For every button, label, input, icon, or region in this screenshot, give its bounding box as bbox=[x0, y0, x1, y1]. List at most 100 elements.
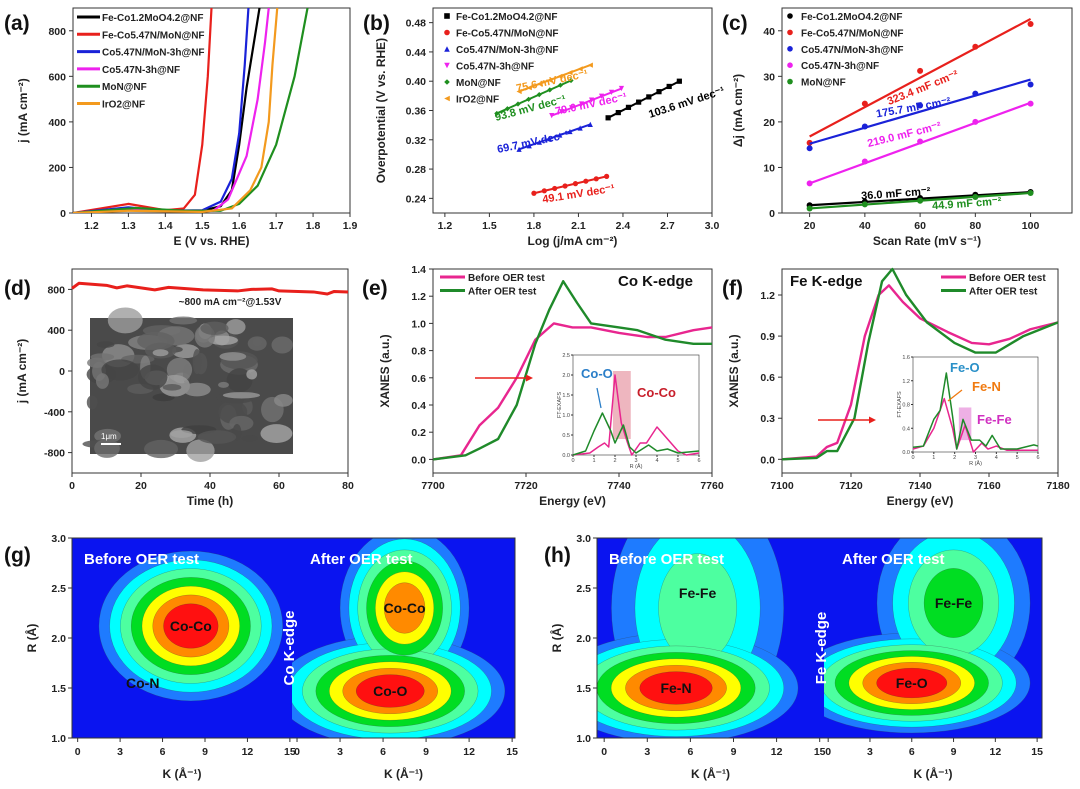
xanes-line bbox=[432, 280, 712, 461]
data-point bbox=[618, 85, 625, 92]
sem-texture bbox=[247, 336, 267, 351]
stability-line bbox=[71, 281, 349, 296]
inset-bg bbox=[913, 357, 1038, 452]
data-point bbox=[577, 125, 583, 131]
y-tick-label: 30 bbox=[763, 71, 775, 83]
x-tick-label: 9 bbox=[951, 746, 957, 758]
data-point bbox=[972, 194, 979, 201]
contour-level bbox=[876, 667, 948, 699]
data-point bbox=[861, 123, 868, 130]
wavelet-subplot-after: After OER test Fe-Fe Fe-O 0 3 6 9 12 15 K (Å⁻¹) bbox=[824, 538, 1043, 781]
bond-label-fe-o: Fe-O bbox=[950, 360, 980, 375]
x-axis-title: R (Å) bbox=[969, 460, 982, 467]
data-point bbox=[806, 145, 813, 152]
sem-texture bbox=[94, 428, 122, 444]
y-tick-label: 800 bbox=[48, 26, 66, 38]
x-tick-label: 1.7 bbox=[269, 220, 284, 232]
data-point bbox=[587, 62, 593, 68]
y-tick-label: 2.0 bbox=[576, 633, 591, 645]
y-tick-label: 1.5 bbox=[51, 683, 66, 695]
panel-label: (e) bbox=[362, 277, 388, 300]
edge-title: Fe K-edge bbox=[790, 273, 863, 290]
y-tick-label: 2.0 bbox=[562, 373, 570, 379]
exafs-line bbox=[572, 412, 700, 456]
y-tick-label: 0.0 bbox=[760, 454, 775, 466]
y-tick-label: 0.36 bbox=[406, 106, 427, 118]
sem-texture bbox=[222, 392, 261, 399]
x-tick-label: 3 bbox=[867, 746, 873, 758]
data-point bbox=[536, 92, 542, 98]
y-tick-label: 10 bbox=[763, 162, 775, 174]
data-point bbox=[444, 46, 450, 52]
data-point bbox=[787, 29, 793, 36]
y-tick-label: 0.8 bbox=[902, 403, 910, 409]
sem-texture bbox=[95, 373, 109, 389]
legend-label: Fe-Co5.47N/MoN@NF bbox=[801, 28, 904, 39]
edge-label: Fe K-edge bbox=[813, 612, 830, 685]
x-tick-label: 12 bbox=[463, 746, 475, 758]
data-point bbox=[526, 85, 532, 91]
data-point bbox=[588, 97, 595, 103]
x-tick-label: 100 bbox=[1022, 220, 1040, 232]
bond-label-fe-fe: Fe-Fe bbox=[977, 412, 1012, 427]
edge-label: Co K-edge bbox=[281, 611, 298, 686]
data-point bbox=[1027, 100, 1034, 107]
y-tick-label: 0.3 bbox=[760, 413, 775, 425]
y-tick-label: 0 bbox=[59, 366, 65, 378]
tafel-slope-label: 49.1 mV dec⁻¹ bbox=[542, 183, 616, 206]
x-tick-label: 6 bbox=[687, 746, 693, 758]
data-point bbox=[676, 78, 682, 84]
panel-f-xanes-chart: 7100 7120 7140 7160 7180 0.0 0.3 0.6 0.9 1.2 Energ… bbox=[727, 267, 1070, 508]
data-point bbox=[577, 66, 583, 72]
data-point bbox=[972, 90, 979, 97]
legend-label: IrO2@NF bbox=[102, 100, 145, 111]
data-point bbox=[917, 67, 924, 74]
x-tick-label: 1.8 bbox=[306, 220, 321, 232]
bond-label: Fe-N bbox=[660, 680, 691, 696]
plot-frame bbox=[72, 7, 351, 214]
y-tick-label: 0.44 bbox=[406, 47, 427, 59]
fit-line bbox=[809, 78, 1031, 145]
sem-texture bbox=[169, 316, 198, 325]
bond-label: Co-Co bbox=[384, 600, 426, 616]
data-point bbox=[861, 100, 868, 107]
sem-texture bbox=[274, 394, 293, 407]
fit-line bbox=[809, 17, 1032, 138]
x-tick-label: 7720 bbox=[514, 480, 538, 492]
legend-label: Before OER test bbox=[468, 273, 545, 284]
panel-label: (h) bbox=[544, 544, 571, 567]
y-tick-label: 1.5 bbox=[576, 683, 591, 695]
data-point bbox=[552, 185, 558, 192]
y-tick-label: 1.2 bbox=[760, 290, 775, 302]
sem-texture bbox=[208, 335, 238, 346]
x-tick-label: 40 bbox=[204, 480, 216, 492]
bond-label-co-o: Co-O bbox=[581, 366, 613, 381]
legend-label: After OER test bbox=[969, 287, 1038, 298]
bond-label-fe-n: Fe-N bbox=[972, 379, 1001, 394]
sem-texture bbox=[186, 439, 215, 462]
x-tick-label: 0 bbox=[825, 746, 831, 758]
y-tick-label: 600 bbox=[48, 71, 66, 83]
wavelet-subplot-before: Before OER test Fe-Fe Fe-N 0 3 6 9 12 15 K (Å⁻¹) bbox=[597, 538, 826, 781]
legend-label: Co5.47N/MoN-3h@NF bbox=[801, 45, 904, 56]
data-point bbox=[861, 158, 868, 165]
bond-label: Co-O bbox=[373, 683, 407, 699]
y-tick-label: 0.9 bbox=[760, 331, 775, 343]
data-point bbox=[536, 139, 543, 145]
x-tick-label: 12 bbox=[771, 746, 783, 758]
y-tick-label: -400 bbox=[44, 407, 65, 419]
data-point bbox=[557, 82, 564, 88]
y-tick-label: 3.0 bbox=[576, 533, 591, 545]
x-axis-title: Energy (eV) bbox=[539, 494, 606, 508]
x-tick-label: 0 bbox=[571, 458, 574, 464]
data-point bbox=[917, 197, 924, 204]
xanes-line bbox=[432, 322, 713, 461]
y-tick-label: 0.24 bbox=[406, 193, 427, 205]
series-group bbox=[73, 8, 309, 213]
data-point bbox=[536, 81, 543, 87]
x-tick-label: 0 bbox=[75, 746, 81, 758]
data-point bbox=[1027, 189, 1034, 196]
legend-label: Co5.47N-3h@NF bbox=[801, 61, 879, 72]
